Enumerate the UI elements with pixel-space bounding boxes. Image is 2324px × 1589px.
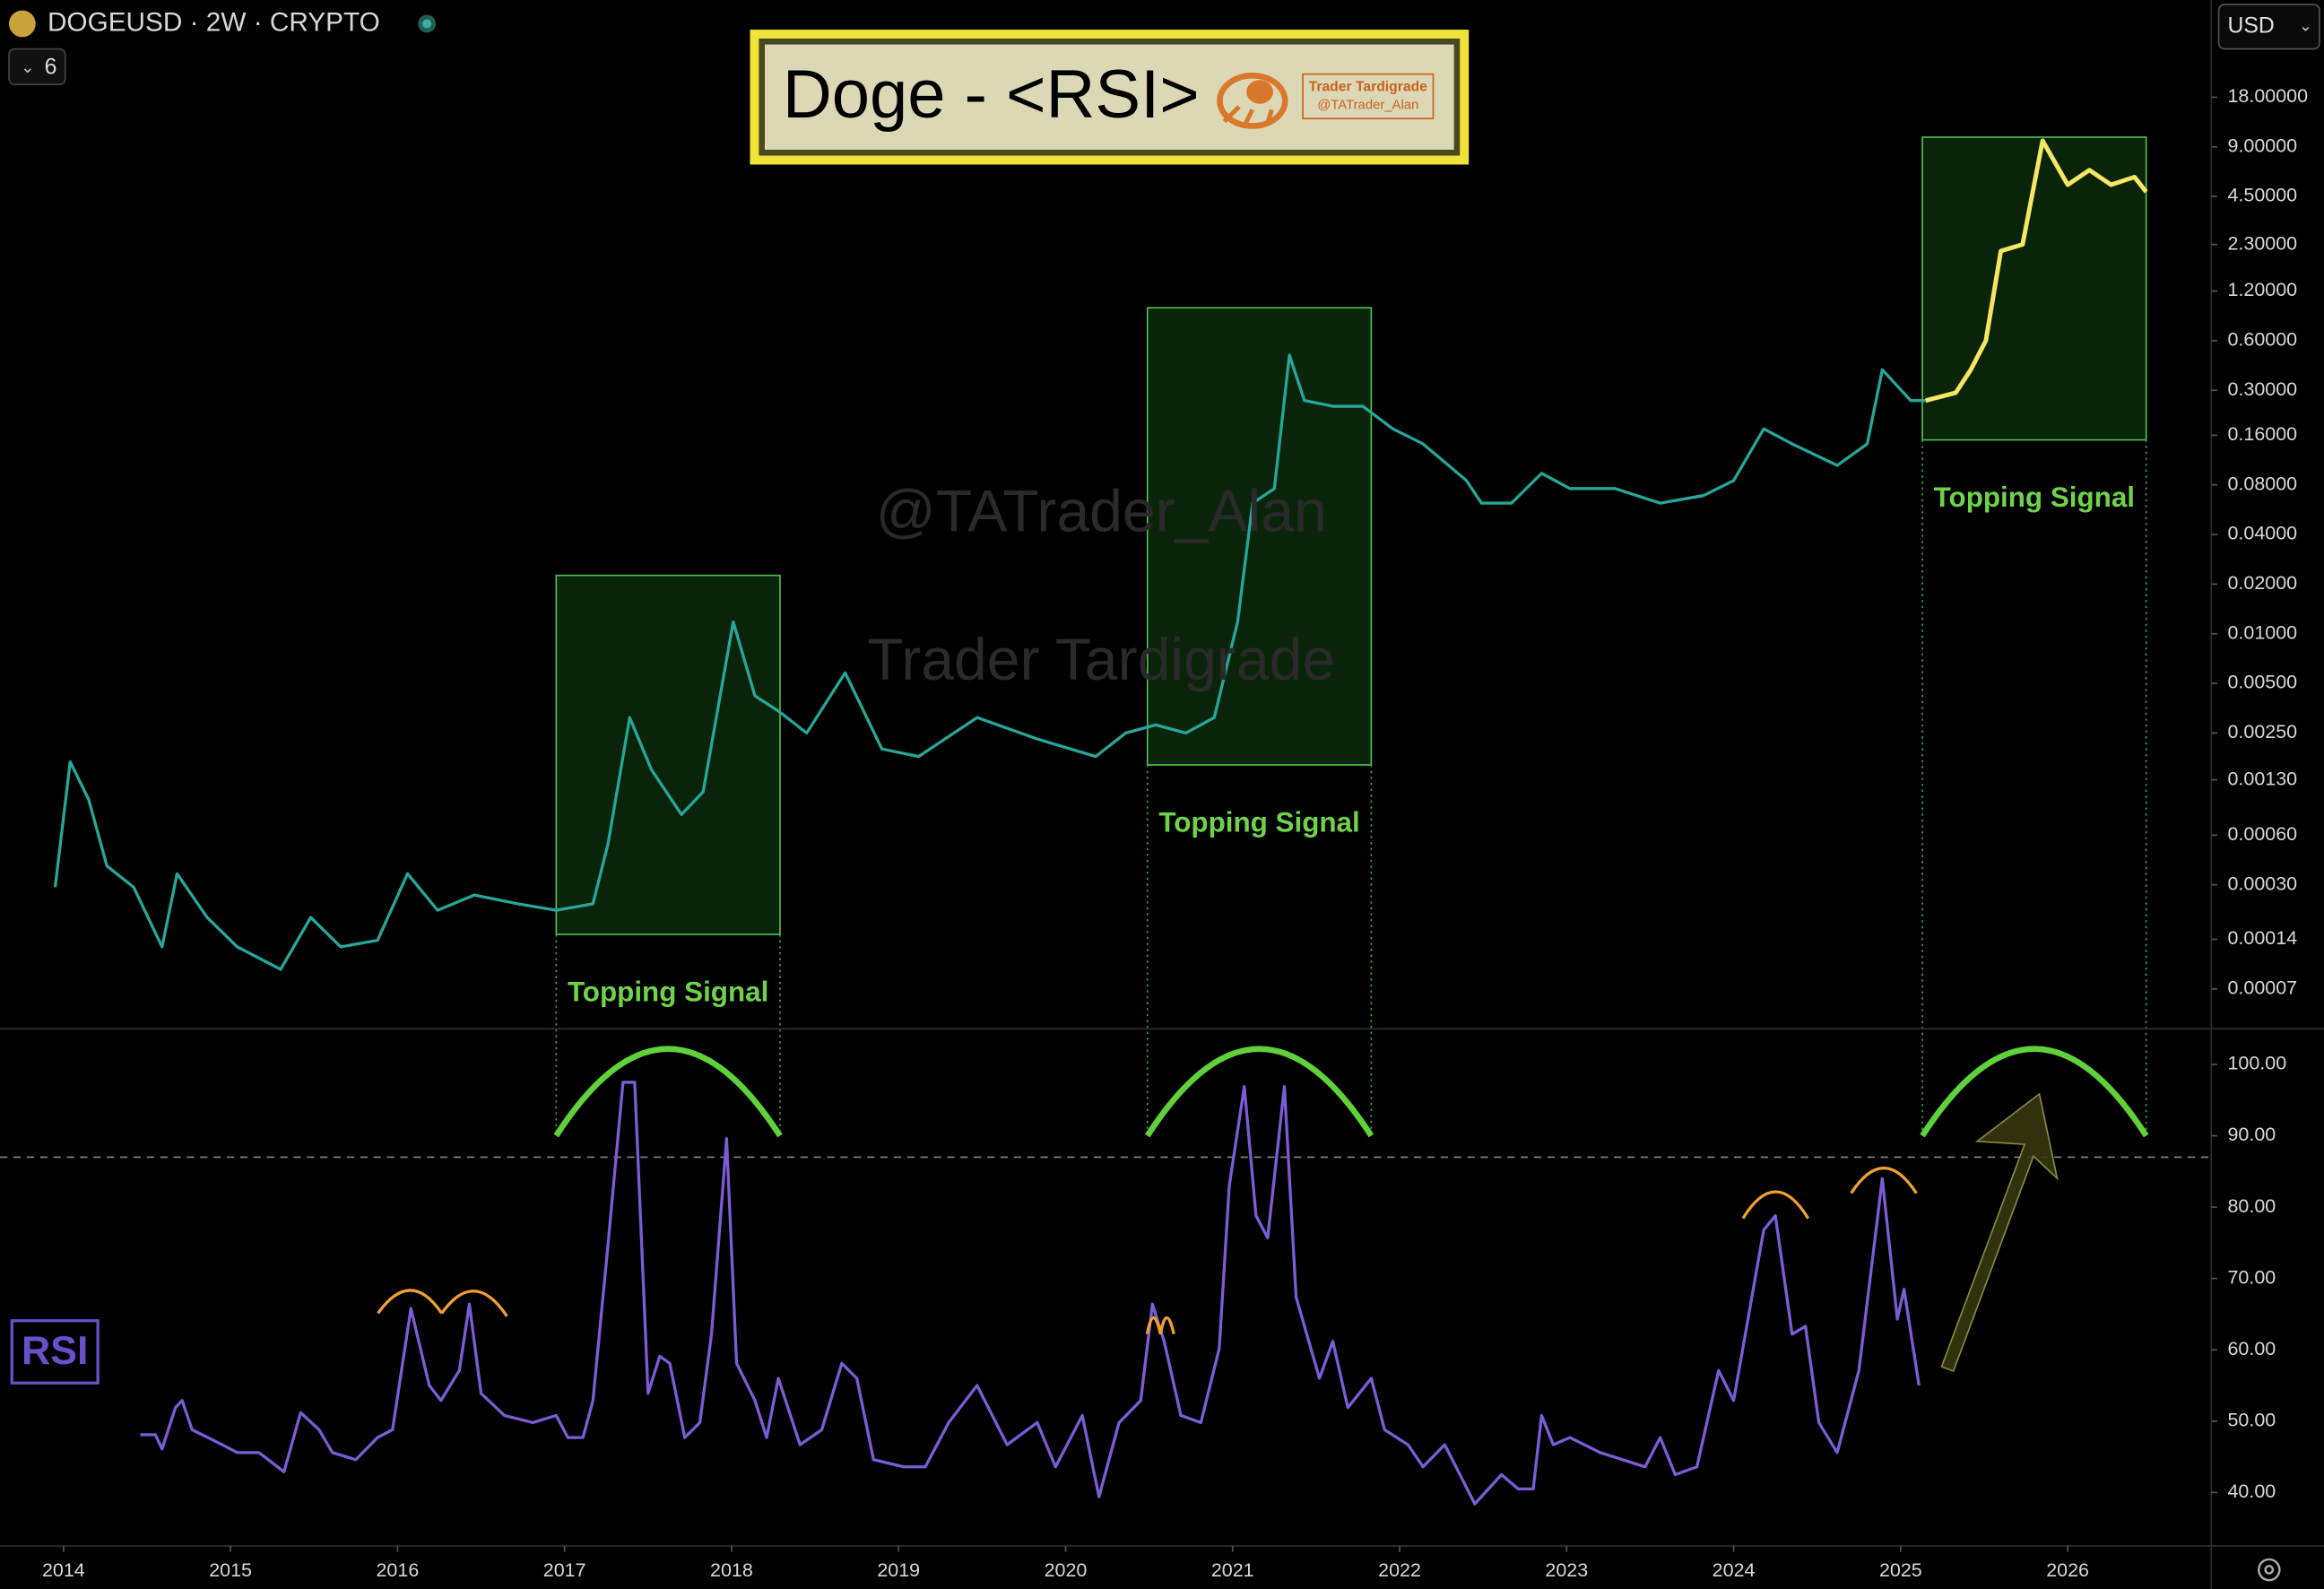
box-label: Topping Signal: [568, 976, 768, 1007]
indicator-toggle[interactable]: [8, 48, 66, 86]
projection-line: [1925, 138, 2148, 404]
settings-icon[interactable]: [2257, 1558, 2281, 1582]
currency-button[interactable]: [2217, 4, 2320, 50]
watermark: @TATrader_Alan: [876, 479, 1327, 545]
y-tick-label: 2.30000: [2227, 232, 2297, 254]
y-tick-label: 0.30000: [2227, 378, 2297, 400]
y-tick-label: 0.00250: [2227, 721, 2297, 742]
y-tick-label: 0.00060: [2227, 823, 2297, 845]
y-tick-label: 40.00: [2227, 1480, 2276, 1502]
rsi-label: RSI: [22, 1329, 88, 1373]
x-tick-label: 2015: [209, 1559, 252, 1581]
y-tick-label: 100.00: [2227, 1053, 2286, 1074]
y-tick-label: 80.00: [2227, 1195, 2276, 1217]
topping-arc: [553, 1046, 783, 1138]
indicator-count: 6: [45, 56, 57, 80]
y-tick-label: 90.00: [2227, 1124, 2276, 1145]
coin-icon: [8, 10, 36, 38]
x-tick-label: 2016: [377, 1559, 420, 1581]
y-tick-label: 0.01000: [2227, 621, 2297, 643]
x-tick-label: 2022: [1378, 1559, 1421, 1581]
y-tick-label: 0.00130: [2227, 768, 2297, 789]
y-tick-label: 0.00007: [2227, 977, 2297, 998]
highlight-box: [555, 574, 781, 935]
watermark: Trader Tardigrade: [867, 627, 1335, 693]
y-tick-label: 50.00: [2227, 1410, 2276, 1431]
x-tick-label: 2019: [877, 1559, 920, 1581]
symbol: DOGEUSD · 2W · CRYPTO: [48, 7, 380, 37]
title-box: [765, 44, 1454, 150]
projection-arrow: [1940, 1092, 2059, 1373]
x-tick-label: 2025: [1879, 1559, 1922, 1581]
currency: USD: [2227, 13, 2274, 38]
data-layer: [53, 138, 2148, 1506]
y-tick-label: 70.00: [2227, 1266, 2276, 1288]
y-tick-label: 0.00500: [2227, 672, 2297, 693]
x-tick-label: 2021: [1211, 1559, 1254, 1581]
logo-box: [1302, 73, 1435, 120]
logo-name: Trader Tardigrade: [1309, 80, 1427, 95]
logo-icon: [1217, 72, 1288, 129]
y-tick-label: 0.16000: [2227, 423, 2297, 445]
y-tick-label: 0.60000: [2227, 329, 2297, 351]
peak-markers: [377, 1167, 1918, 1335]
box-label: Topping Signal: [1158, 806, 1359, 838]
settings-icon-inner: [2264, 1565, 2275, 1575]
y-tick-label: 9.00000: [2227, 135, 2297, 156]
status-dot-inner: [422, 19, 432, 29]
y-tick-label: 18.00000: [2227, 85, 2308, 107]
x-tick-label: 2020: [1045, 1559, 1088, 1581]
chevron: ⌄: [21, 58, 34, 76]
highlight-box: [1146, 307, 1373, 766]
topping-arc: [1920, 1046, 2149, 1138]
rsi-label-box: [10, 1319, 100, 1385]
y-tick-label: 1.20000: [2227, 279, 2297, 300]
y-tick-label: 4.50000: [2227, 185, 2297, 206]
y-tick-label: 0.04000: [2227, 523, 2297, 544]
x-tick-label: 2026: [2046, 1559, 2089, 1581]
rsi-line: [140, 1081, 1921, 1506]
x-tick-label: 2014: [42, 1559, 85, 1581]
y-tick-label: 0.02000: [2227, 572, 2297, 594]
title: Doge - <RSI>: [783, 56, 1200, 133]
y-tick-label: 60.00: [2227, 1338, 2276, 1359]
x-tick-label: 2018: [710, 1559, 753, 1581]
x-tick-label: 2017: [543, 1559, 586, 1581]
box-label: Topping Signal: [1934, 482, 2135, 513]
logo-handle: @TATrader_Alan: [1317, 98, 1418, 112]
topping-arc: [1144, 1046, 1374, 1138]
price-line: [53, 353, 1926, 971]
x-tick-label: 2024: [1713, 1559, 1756, 1581]
chevron: ⌄: [2299, 17, 2312, 35]
x-tick-label: 2023: [1545, 1559, 1588, 1581]
y-tick-label: 0.08000: [2227, 473, 2297, 494]
y-tick-label: 0.00030: [2227, 873, 2297, 894]
background-layer: [0, 136, 2212, 1159]
y-tick-label: 0.00014: [2227, 927, 2297, 949]
